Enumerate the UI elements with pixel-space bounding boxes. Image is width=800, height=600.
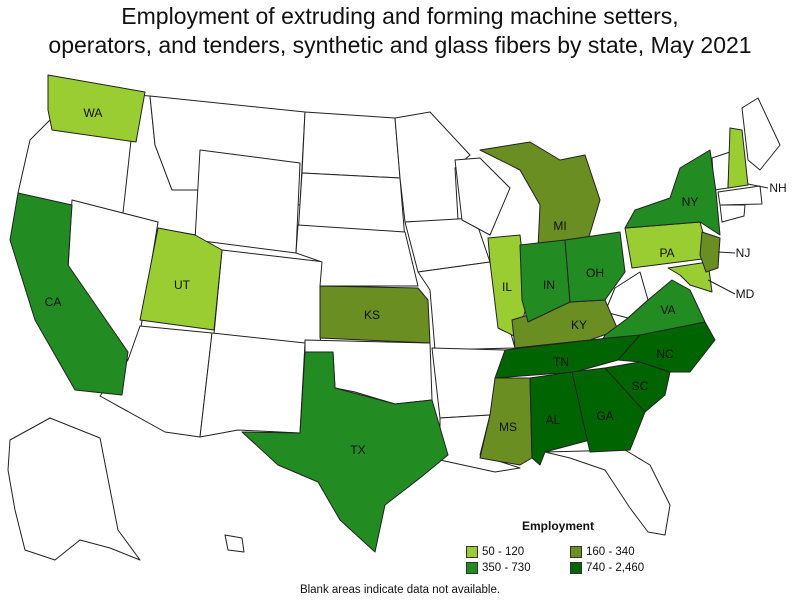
state-AK <box>7 417 141 561</box>
legend-label-1: 50 - 120 <box>482 546 525 558</box>
label-MS: MS <box>499 420 517 434</box>
legend-item-3: 350 - 730 <box>466 562 531 574</box>
state-NM <box>199 332 306 438</box>
label-AL: AL <box>546 413 561 427</box>
leader-NJ <box>717 251 736 254</box>
state-IN <box>519 239 571 323</box>
state-ME <box>741 97 781 171</box>
legend-swatch-2 <box>570 546 582 558</box>
label-NY: NY <box>682 195 699 209</box>
state-NH <box>727 127 749 189</box>
legend-title: Employment <box>522 519 595 533</box>
state-MA <box>717 185 763 206</box>
title-line-1: Employment of extruding and forming mach… <box>121 3 679 29</box>
label-GA: GA <box>596 409 613 423</box>
state-KS <box>319 285 431 344</box>
legend-swatch-1 <box>466 546 478 558</box>
legend-label-2: 160 - 340 <box>586 546 635 558</box>
label-MI: MI <box>553 219 566 233</box>
legend-swatch-3 <box>466 562 478 574</box>
state-CA <box>9 192 129 396</box>
legend-label-4: 740 - 2,460 <box>586 562 645 574</box>
legend-item-1: 50 - 120 <box>466 546 524 558</box>
map-title: Employment of extruding and forming mach… <box>0 2 800 60</box>
label-MD: MD <box>736 287 755 301</box>
legend-label-3: 350 - 730 <box>482 562 531 574</box>
label-KS: KS <box>364 308 380 322</box>
state-UT <box>139 227 223 331</box>
leader-NH <box>747 183 769 189</box>
leader-MD <box>707 279 736 295</box>
footnote: Blank areas indicate data not available. <box>299 584 501 596</box>
state-OH <box>564 231 626 303</box>
legend-item-4: 740 - 2,460 <box>570 562 644 574</box>
state-WA <box>47 74 146 143</box>
state-GA <box>571 367 646 453</box>
state-SC <box>604 361 671 413</box>
state-CO <box>213 249 326 347</box>
label-SC: SC <box>632 379 649 393</box>
label-KY: KY <box>571 318 587 332</box>
label-WA: WA <box>84 106 103 120</box>
state-PA <box>624 221 711 269</box>
label-IN: IN <box>543 278 555 292</box>
label-UT: UT <box>174 278 191 292</box>
title-line-2: operators, and tenders, synthetic and gl… <box>48 32 752 58</box>
state-NJ <box>699 231 721 273</box>
state-HI <box>224 534 245 553</box>
state-WY <box>194 149 301 254</box>
state-ND <box>301 111 401 179</box>
state-WI <box>454 157 511 236</box>
state-CT <box>719 204 746 223</box>
label-IL: IL <box>502 280 512 294</box>
legend-item-2: 160 - 340 <box>570 546 635 558</box>
state-MN <box>394 111 471 223</box>
label-TN: TN <box>553 355 569 369</box>
state-NC <box>617 321 716 373</box>
label-NH: NH <box>769 181 786 195</box>
label-NJ: NJ <box>736 246 751 260</box>
state-FL <box>544 449 671 536</box>
state-NY <box>624 149 721 236</box>
label-NC: NC <box>656 347 674 361</box>
label-VA: VA <box>660 303 675 317</box>
label-CA: CA <box>45 295 62 309</box>
state-MI <box>479 141 601 249</box>
label-PA: PA <box>659 246 674 260</box>
state-TX <box>241 351 449 553</box>
state-MD <box>667 261 713 293</box>
label-OH: OH <box>586 266 604 280</box>
legend-swatch-4 <box>570 562 582 574</box>
label-TX: TX <box>350 443 365 457</box>
